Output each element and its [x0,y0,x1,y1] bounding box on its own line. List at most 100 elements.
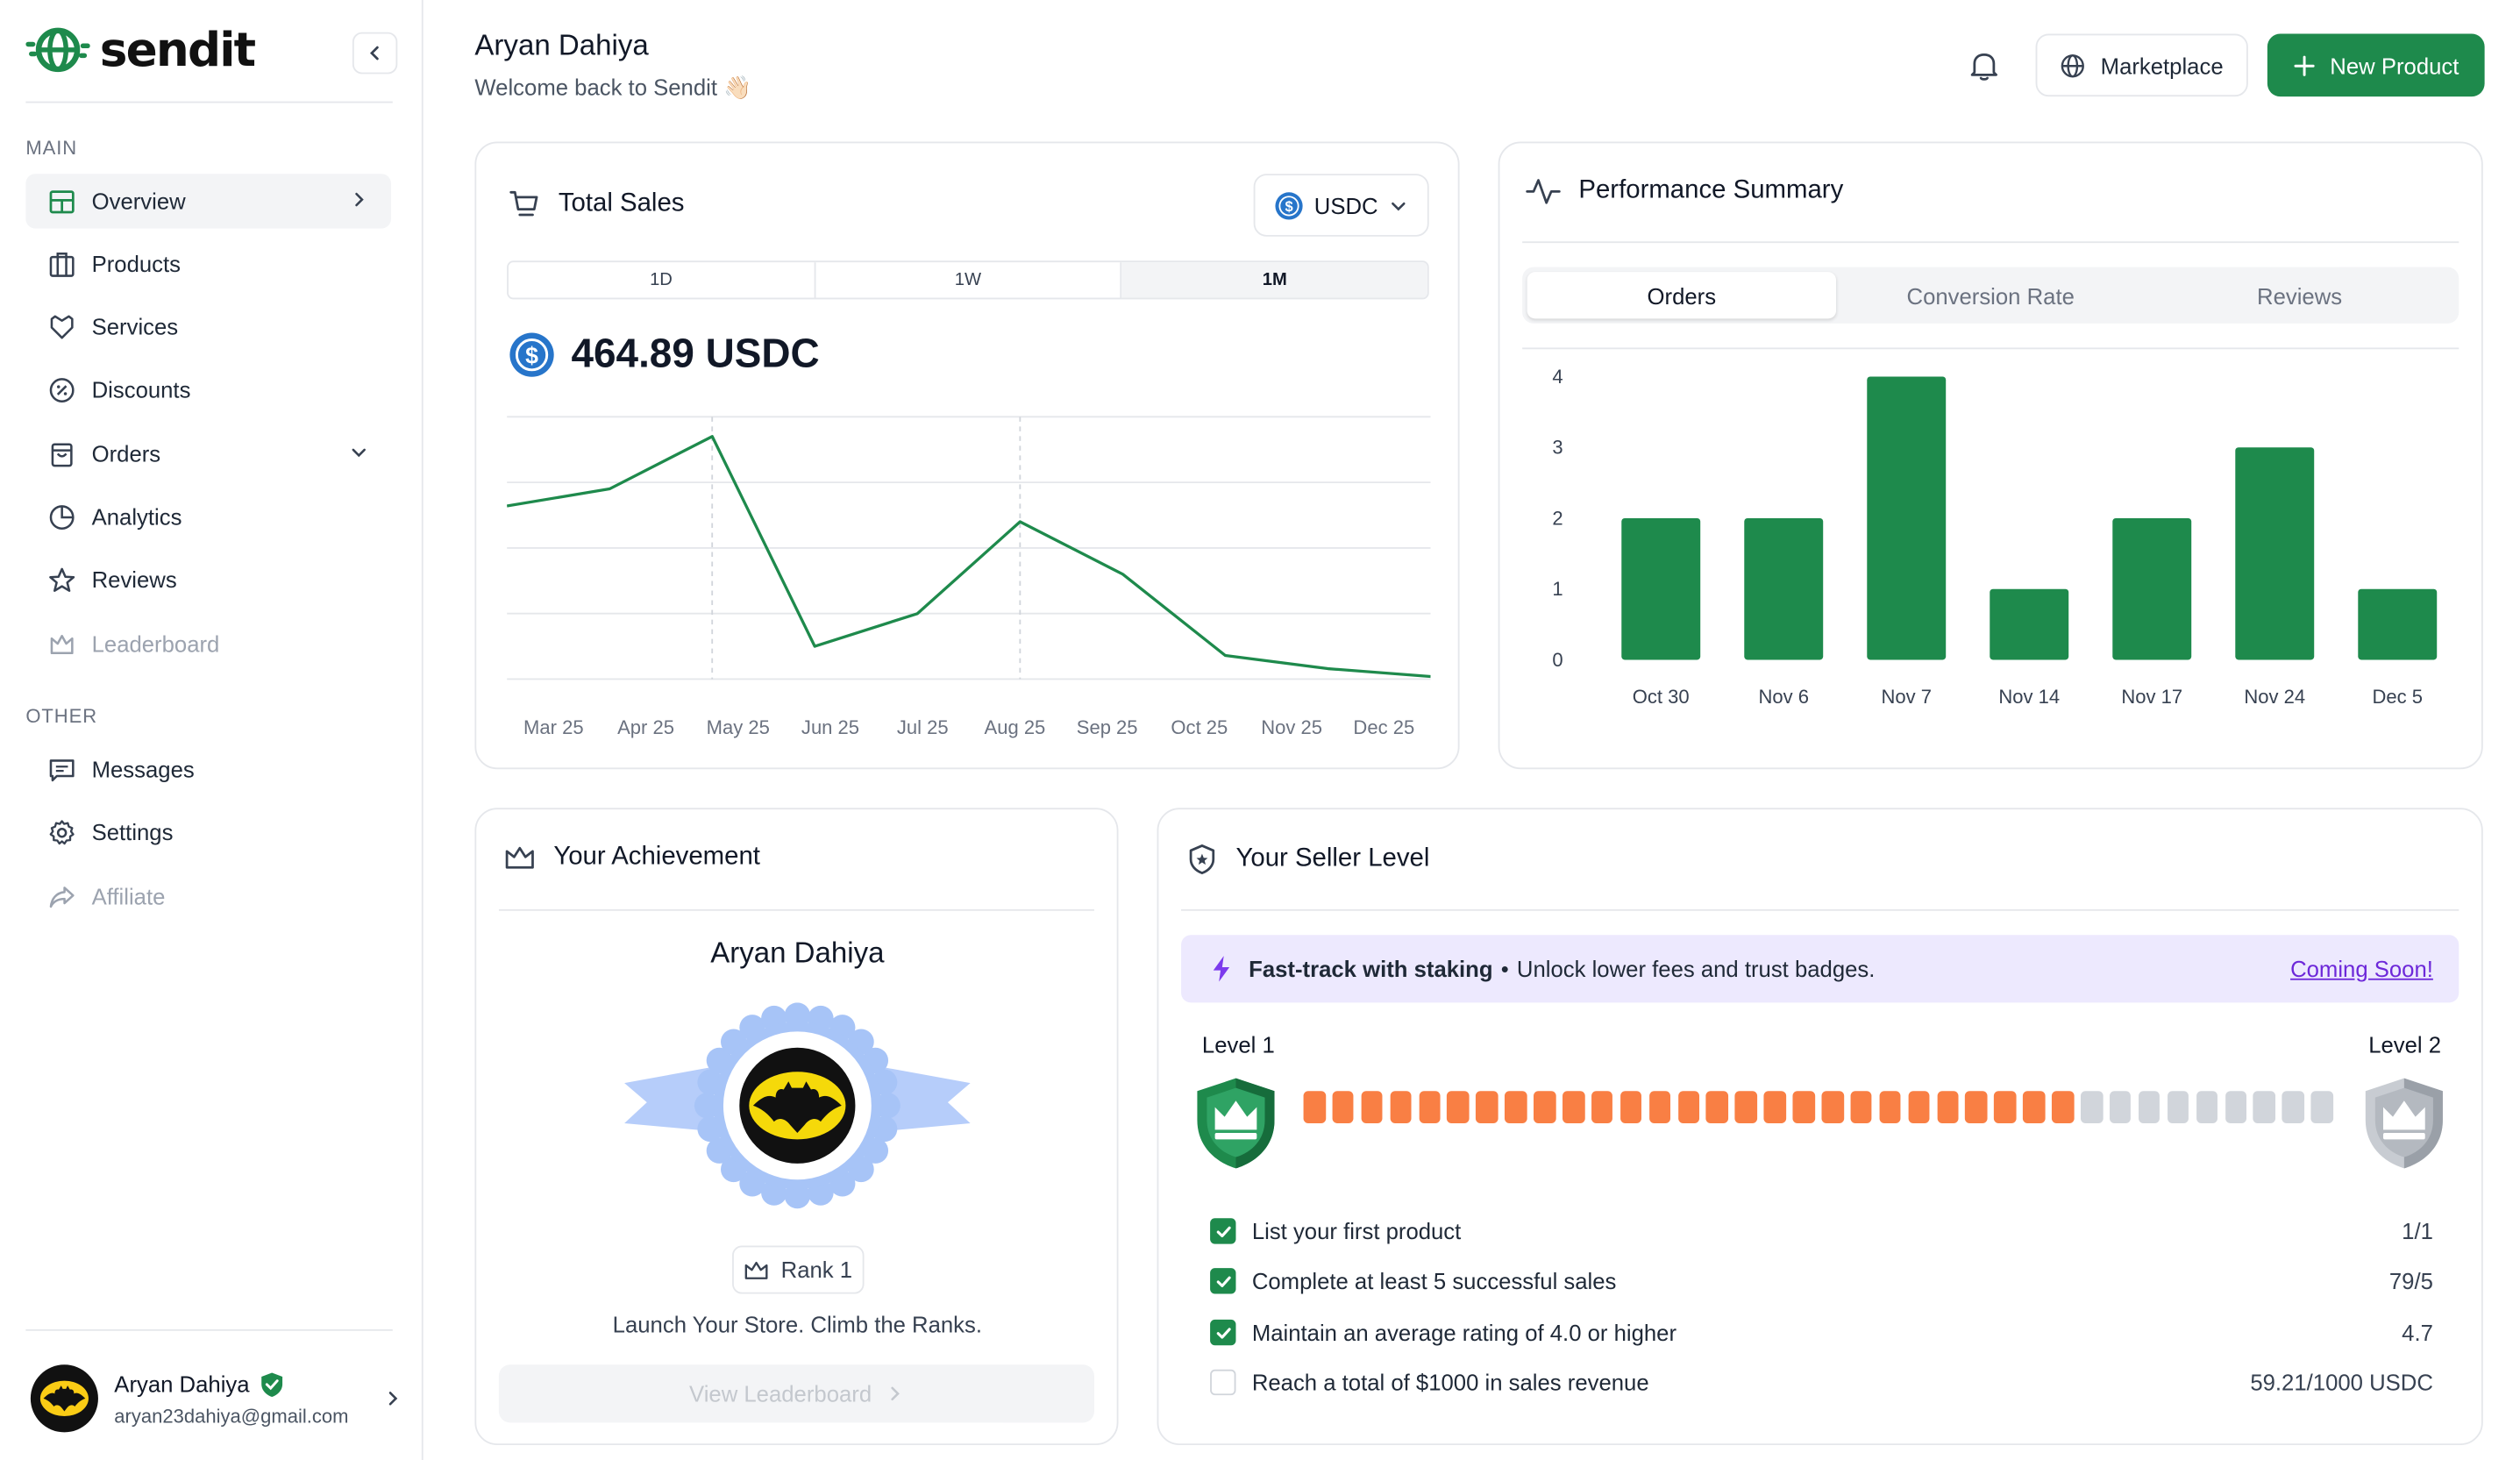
x-tick-label: Nov 7 [1881,686,1932,708]
x-tick-label: Oct 25 [1171,716,1228,738]
sidebar-item-services[interactable]: Services [25,299,391,353]
building-icon [49,252,75,276]
bar[interactable] [1867,376,1947,660]
progress-segment [2196,1091,2218,1124]
sidebar-divider [25,1328,393,1331]
sidebar-item-discounts[interactable]: Discounts [25,362,391,417]
level-progress-bar [1303,1091,2333,1124]
view-leaderboard-label: View Leaderboard [689,1380,872,1407]
sidebar-item-overview[interactable]: Overview [25,174,391,229]
banner-text: Unlock lower fees and trust badges. [1516,956,1876,982]
bar[interactable] [1744,517,1824,660]
marketplace-button[interactable]: Marketplace [2035,33,2248,97]
progress-segment [1677,1091,1700,1124]
bar[interactable] [1621,517,1701,660]
task-checkbox[interactable] [1210,1369,1236,1396]
bar[interactable] [2112,517,2192,660]
x-tick-label: Nov 6 [1758,686,1809,708]
currency-select[interactable]: $ USDC [1253,174,1429,237]
sidebar-item-products[interactable]: Products [25,237,391,291]
avatar [30,1364,98,1433]
progress-segment [2109,1091,2132,1124]
sidebar-item-leaderboard[interactable]: Leaderboard [25,616,391,671]
tab-conversion-rate[interactable]: Conversion Rate [1906,282,2075,309]
user-name: Aryan Dahiya [114,1371,250,1397]
y-tick-label: 4 [1552,366,1563,388]
svg-text:$: $ [1285,198,1292,214]
progress-segment [1735,1091,1757,1124]
view-leaderboard-button[interactable]: View Leaderboard [498,1364,1094,1423]
progress-segment [1763,1091,1786,1124]
achievement-tagline: Launch Your Store. Climb the Ranks. [612,1311,983,1338]
sidebar-item-label: Services [91,313,179,340]
progress-segment [1879,1091,1902,1124]
card-divider [1522,241,2459,244]
crown-icon [505,846,534,869]
task-value: 4.7 [2402,1319,2433,1346]
sidebar-item-reviews[interactable]: Reviews [25,552,391,606]
sidebar-item-label: Analytics [91,503,182,530]
y-tick-label: 0 [1552,649,1563,671]
tab-orders[interactable]: Orders [1527,272,1837,319]
layout-grid-icon [49,189,75,213]
medal-scallop [694,1093,721,1119]
task-checkbox[interactable] [1210,1319,1236,1346]
progress-segment [1821,1091,1844,1124]
bar[interactable] [1990,588,2069,660]
performance-tabs: Orders Conversion Rate Reviews [1522,267,2459,324]
user-profile-card[interactable]: Aryan Dahiya aryan23dahiya@gmail.com [25,1349,405,1449]
progress-segment [1476,1091,1498,1124]
y-tick-label: 2 [1552,507,1563,529]
task-sales-revenue: Reach a total of $1000 in sales revenue … [1210,1366,2436,1399]
sidebar-item-settings[interactable]: Settings [25,805,391,859]
x-tick-label: Apr 25 [617,716,674,738]
y-tick-label: 1 [1552,578,1563,600]
banner-bullet: • [1500,956,1509,982]
range-tab-1m[interactable]: 1M [1121,262,1427,298]
progress-segment [1418,1091,1441,1124]
task-checkbox[interactable] [1210,1218,1236,1244]
brand-logo[interactable]: sendit [25,22,256,78]
sidebar-item-affiliate[interactable]: Affiliate [25,869,391,923]
coming-soon-link[interactable]: Coming Soon! [2290,956,2433,982]
sidebar-item-label: Discounts [91,376,191,402]
sidebar-item-label: Messages [91,756,195,782]
range-tab-1d[interactable]: 1D [509,262,815,298]
globe-icon [2061,53,2085,77]
sidebar-item-analytics[interactable]: Analytics [25,489,391,544]
chevron-right-icon [890,1386,900,1401]
total-sales-title: Total Sales [558,189,685,217]
x-tick-label: Nov 17 [2121,686,2182,708]
rank-label: Rank 1 [780,1257,853,1283]
chevron-right-icon [388,1392,398,1406]
progress-segment [1619,1091,1642,1124]
sidebar-item-messages[interactable]: Messages [25,742,391,796]
new-product-button[interactable]: New Product [2267,33,2485,97]
crown-icon [50,634,74,654]
progress-segment [1534,1091,1555,1124]
gear-icon [49,819,75,844]
notifications-button[interactable] [1967,48,2002,92]
x-tick-label: Aug 25 [985,716,1046,738]
bar[interactable] [2235,447,2315,660]
progress-segment [1648,1091,1671,1124]
sidebar-item-label: Affiliate [91,883,166,909]
card-divider [1181,908,2459,911]
sidebar-item-label: Orders [91,440,161,467]
range-tab-1w[interactable]: 1W [815,262,1122,298]
task-label: Complete at least 5 successful sales [1251,1268,1617,1294]
sidebar-item-orders[interactable]: Orders [25,426,391,481]
bar[interactable] [2358,588,2438,660]
progress-segment [1965,1091,1988,1124]
progress-segment [2253,1091,2275,1124]
x-tick-label: May 25 [707,716,770,738]
welcome-text: Welcome back to Sendit 👋🏻 [474,74,752,100]
banner-headline: Fast-track with staking [1249,956,1493,982]
tab-reviews[interactable]: Reviews [2257,282,2343,309]
x-tick-label: Mar 25 [523,716,584,738]
brand-name: sendit [99,22,256,78]
progress-segment [2138,1091,2161,1124]
task-checkbox[interactable] [1210,1268,1236,1294]
progress-segment [1563,1091,1584,1124]
collapse-sidebar-button[interactable] [352,32,398,75]
